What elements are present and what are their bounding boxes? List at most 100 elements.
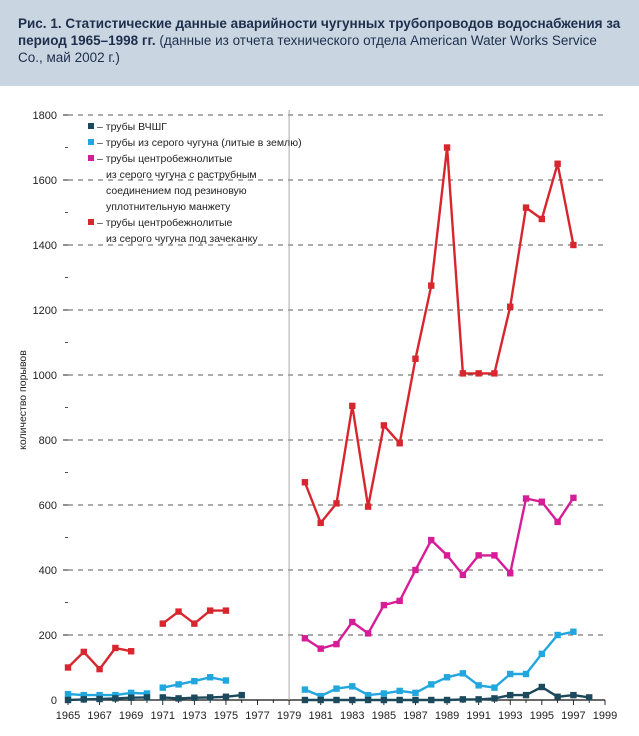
data-point: [507, 570, 514, 577]
x-tick-label: 1989: [435, 710, 459, 722]
data-point: [570, 628, 577, 635]
data-point: [112, 644, 119, 652]
data-point: [80, 696, 87, 703]
data-point: [127, 689, 135, 697]
data-point: [159, 684, 166, 691]
data-point: [222, 693, 230, 700]
data-point: [412, 355, 419, 362]
data-point: [396, 696, 403, 704]
data-point: [64, 664, 72, 671]
legend-marker: [88, 139, 94, 145]
data-point: [364, 503, 372, 510]
x-tick-label: 1981: [308, 710, 332, 722]
data-point: [206, 607, 214, 614]
data-point: [491, 695, 498, 702]
data-point: [333, 500, 340, 507]
data-point: [64, 690, 72, 698]
data-point: [364, 630, 372, 637]
data-point: [317, 645, 324, 652]
legend-label: – трубы центробежнолитые из серого чугуна…: [97, 217, 258, 245]
data-point: [507, 670, 514, 678]
data-point: [443, 696, 451, 704]
data-point: [396, 440, 403, 447]
y-tick-label: 1800: [33, 110, 57, 122]
series-1: [64, 683, 593, 704]
data-point: [127, 694, 135, 701]
data-point: [412, 696, 419, 704]
data-point: [475, 682, 482, 689]
data-point: [507, 303, 514, 310]
legend-marker: [88, 123, 94, 129]
data-point: [443, 552, 451, 559]
y-tick-label: 1400: [33, 240, 57, 252]
y-tick-label: 1200: [33, 305, 57, 317]
legend-marker: [88, 155, 94, 161]
data-point: [301, 479, 309, 486]
data-point: [507, 691, 514, 699]
series-line: [67, 691, 148, 697]
data-point: [175, 695, 182, 702]
data-point: [538, 683, 546, 691]
data-point: [522, 495, 530, 502]
data-point: [380, 422, 388, 429]
data-point: [143, 690, 151, 697]
data-point: [491, 552, 498, 559]
data-point: [475, 370, 482, 377]
data-point: [522, 670, 530, 678]
x-tick-label: 1999: [593, 710, 617, 722]
data-point: [191, 694, 198, 701]
legend-label: – трубы центробежнолитые из серого чугуна…: [97, 153, 257, 213]
legend-marker: [88, 219, 94, 225]
data-point: [491, 370, 498, 377]
series-line: [304, 497, 575, 650]
data-point: [412, 566, 419, 574]
data-point: [96, 691, 103, 699]
y-tick-label: 800: [39, 435, 57, 447]
data-point: [317, 696, 324, 704]
data-point: [349, 696, 356, 704]
data-point: [554, 160, 561, 167]
series-4: [64, 144, 577, 673]
data-point: [333, 640, 340, 648]
x-tick-label: 1969: [119, 710, 143, 722]
data-point: [238, 691, 245, 699]
data-point: [364, 696, 372, 704]
data-point: [317, 519, 324, 527]
x-tick-label: 1967: [87, 710, 111, 722]
data-point: [349, 618, 356, 626]
x-tick-label: 1993: [498, 710, 522, 722]
data-point: [475, 552, 482, 559]
data-point: [80, 648, 87, 656]
x-tick-label: 1997: [561, 710, 585, 722]
data-point: [522, 691, 530, 699]
data-point: [570, 691, 577, 699]
y-axis-ticks: 0 200 400 600 800 1000 1200 1400 1600 1800: [33, 110, 68, 707]
data-point: [538, 650, 546, 658]
data-point: [459, 370, 467, 377]
y-axis-label: количество порывов: [17, 350, 29, 450]
data-point: [159, 620, 166, 627]
data-point: [538, 215, 546, 223]
data-point: [522, 204, 530, 211]
x-tick-label: 1987: [403, 710, 427, 722]
y-tick-label: 1600: [33, 175, 57, 187]
x-tick-label: 1985: [372, 710, 396, 722]
series-line: [304, 630, 574, 698]
data-point: [459, 696, 467, 703]
data-point: [364, 691, 372, 699]
data-point: [554, 631, 561, 639]
data-point: [333, 685, 340, 692]
data-point: [222, 677, 230, 684]
series-line: [162, 693, 242, 700]
legend: – трубы ВЧШГ – трубы из серого чугуна (ли…: [88, 121, 302, 245]
data-point: [396, 597, 403, 605]
x-tick-label: 1995: [530, 710, 554, 722]
x-tick-label: 1991: [466, 710, 490, 722]
data-point: [428, 536, 435, 544]
data-point: [538, 498, 546, 505]
data-point: [112, 695, 119, 702]
data-point: [380, 690, 388, 697]
x-tick-label: 1971: [151, 710, 175, 722]
series-3: [301, 494, 577, 652]
